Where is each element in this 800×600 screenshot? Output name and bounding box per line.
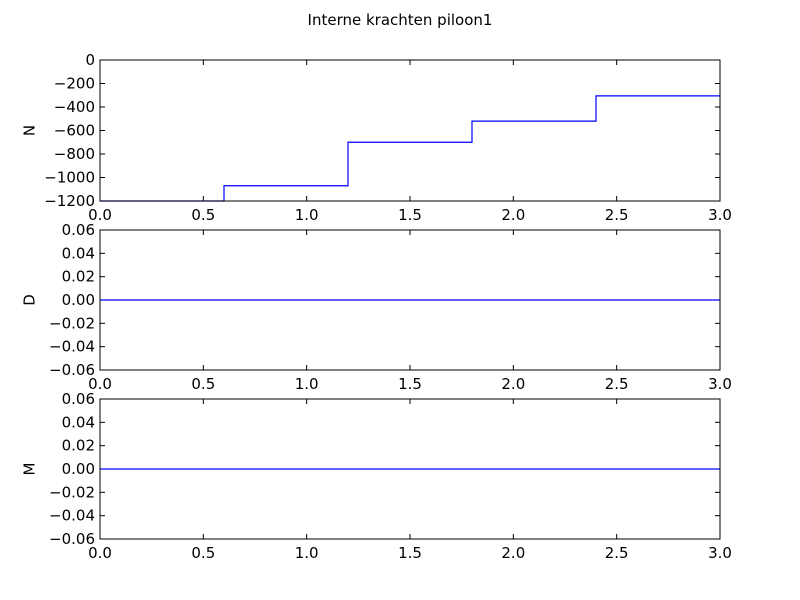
x-tick-label: 2.5 xyxy=(605,206,629,224)
plot-frame xyxy=(99,398,721,540)
x-tick-label: 1.5 xyxy=(398,206,422,224)
x-tick-label: 2.0 xyxy=(501,206,525,224)
y-tick-label: −0.06 xyxy=(49,361,95,379)
x-tick-label: 0.0 xyxy=(88,544,112,562)
x-tick-label: 1.5 xyxy=(398,544,422,562)
y-tick-label: −400 xyxy=(54,98,95,116)
y-tick-label: −0.02 xyxy=(49,483,95,501)
y-tick-label: −800 xyxy=(54,145,95,163)
y-tick-label: 0.00 xyxy=(62,291,95,309)
x-tick-label: 2.0 xyxy=(501,375,525,393)
x-tick-label: 1.0 xyxy=(295,375,319,393)
subplot-3: 0.0 0.5 1.0 1.5 2.0 2.5 3.0 0.06 0.04 0.02 0.00 −0.… xyxy=(21,390,732,562)
x-tick-label: 1.0 xyxy=(295,206,319,224)
x-tick-label: 0.0 xyxy=(88,206,112,224)
x-tick-label: 0.0 xyxy=(88,375,112,393)
y-tick-label: 0.04 xyxy=(62,413,95,431)
y-axis-label: M xyxy=(21,463,39,476)
y-tick-label: 0.02 xyxy=(62,268,95,286)
plot-frame xyxy=(99,229,721,371)
y-tick-label: −0.02 xyxy=(49,314,95,332)
x-tick-label: 3.0 xyxy=(708,544,732,562)
y-axis-label: D xyxy=(21,294,39,306)
x-tick-label: 1.0 xyxy=(295,544,319,562)
x-tick-label: 2.0 xyxy=(501,544,525,562)
x-tick-label: 0.5 xyxy=(191,375,215,393)
y-tick-label: 0.00 xyxy=(62,460,95,478)
y-tick-label: −1200 xyxy=(44,192,95,210)
x-tick-label: 3.0 xyxy=(708,375,732,393)
series-line xyxy=(100,95,720,202)
y-tick-label: −1000 xyxy=(44,169,95,187)
x-tick-label: 0.5 xyxy=(191,206,215,224)
x-tick-label: 0.5 xyxy=(191,544,215,562)
y-tick-label: −200 xyxy=(54,75,95,93)
y-tick-label: −0.06 xyxy=(49,530,95,548)
x-tick-label: 1.5 xyxy=(398,375,422,393)
y-tick-label: −0.04 xyxy=(49,507,95,525)
y-tick-label: 0 xyxy=(85,51,95,69)
y-axis-label: N xyxy=(21,125,39,136)
y-tick-label: −600 xyxy=(54,122,95,140)
y-tick-label: 0.02 xyxy=(62,437,95,455)
x-tick-label: 2.5 xyxy=(605,544,629,562)
y-tick-label: −0.04 xyxy=(49,338,95,356)
x-tick-label: 3.0 xyxy=(708,206,732,224)
subplot-1: 0.0 0.5 1.0 1.5 2.0 2.5 3.0 0 −200 −400 −600 −800 −1… xyxy=(21,51,732,224)
subplots: 0.0 0.5 1.0 1.5 2.0 2.5 3.0 0 −200 −400 −600 −800 −1… xyxy=(21,51,732,562)
plot-frame xyxy=(99,59,721,202)
y-tick-label: 0.04 xyxy=(62,244,95,262)
y-tick-label: 0.06 xyxy=(62,390,95,408)
subplot-2: 0.0 0.5 1.0 1.5 2.0 2.5 3.0 0.06 0.04 0.02 0.00 −0.… xyxy=(21,221,732,393)
x-tick-label: 2.5 xyxy=(605,375,629,393)
y-tick-label: 0.06 xyxy=(62,221,95,239)
chart-title: Interne krachten piloon1 xyxy=(308,11,493,29)
